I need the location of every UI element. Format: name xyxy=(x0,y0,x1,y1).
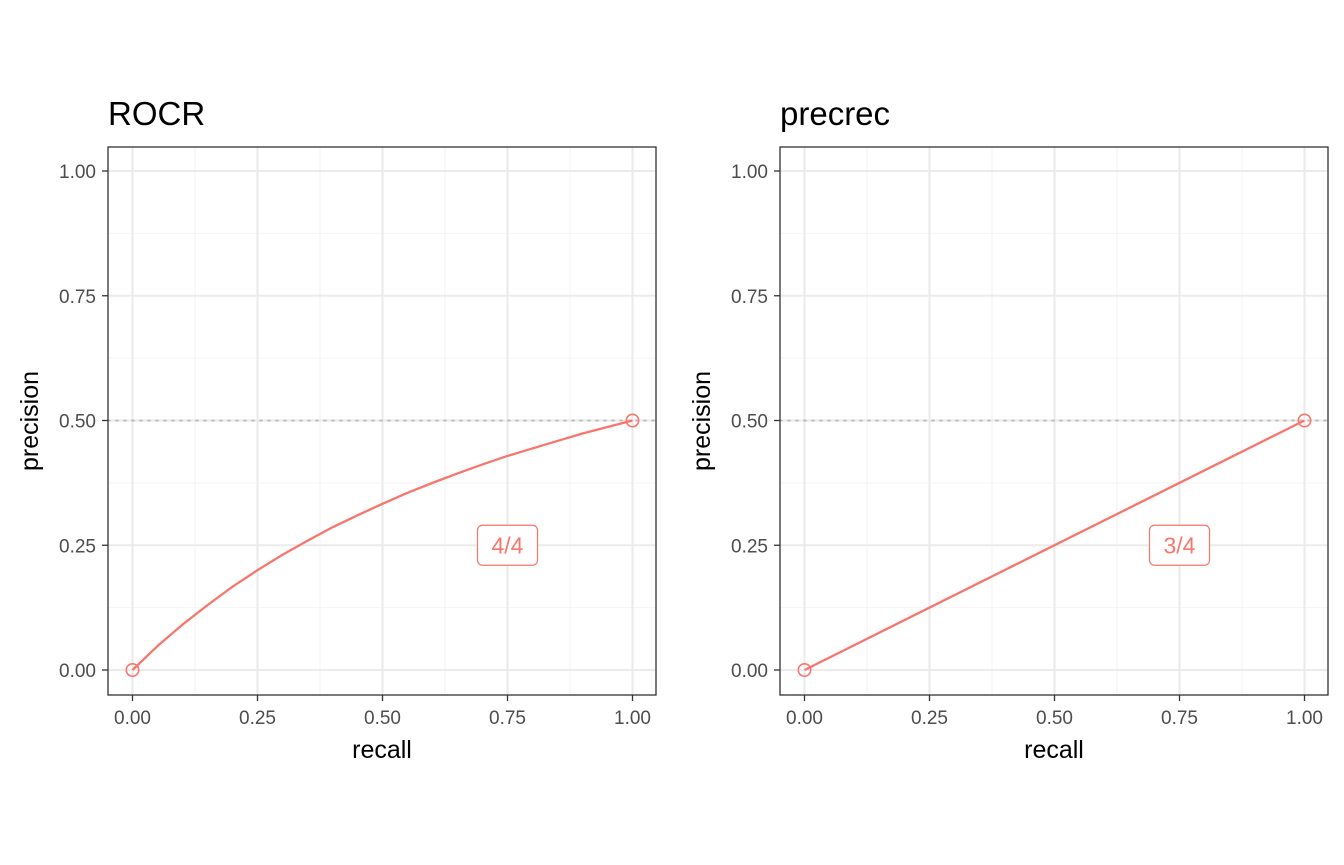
precrec-panel: precrec recall precision 3/4 0.00 0.25 0.50… xyxy=(688,95,1329,764)
x-tick-label: 1.00 xyxy=(614,708,651,729)
annotation-box xyxy=(1148,524,1211,566)
x-tick-label: 0.25 xyxy=(911,708,948,729)
y-tick-label: 1.00 xyxy=(59,162,96,183)
panel-title: precrec xyxy=(780,95,890,132)
series-line xyxy=(803,419,1306,672)
y-axis-title: precision xyxy=(688,371,716,471)
x-tick-label: 0.50 xyxy=(1036,708,1073,729)
annotation-label: 4/4 xyxy=(492,532,524,558)
x-tick-label: 0.25 xyxy=(239,708,276,729)
y-axis-title: precision xyxy=(16,371,44,471)
x-tick-label: 0.75 xyxy=(1161,708,1198,729)
series-line xyxy=(131,419,633,671)
data-point xyxy=(625,413,640,428)
y-tick-label: 0.00 xyxy=(731,661,768,682)
x-axis-title: recall xyxy=(1024,736,1084,764)
y-tick-label: 0.75 xyxy=(59,287,96,308)
x-axis-title: recall xyxy=(352,736,412,764)
x-tick-label: 0.75 xyxy=(489,708,526,729)
data-point xyxy=(125,662,140,677)
panel-title: ROCR xyxy=(108,95,205,132)
annotation-label: 3/4 xyxy=(1164,532,1196,558)
x-tick-label: 0.00 xyxy=(114,708,151,729)
data-point xyxy=(797,662,812,677)
rocr-panel: ROCR recall precision 4/4 0.00 0.25 0.50 0.7… xyxy=(16,95,657,764)
x-tick-label: 1.00 xyxy=(1286,708,1323,729)
data-point xyxy=(1297,413,1312,428)
y-tick-label: 0.50 xyxy=(59,412,96,433)
y-tick-label: 0.25 xyxy=(59,536,96,557)
x-tick-label: 0.50 xyxy=(364,708,401,729)
y-tick-label: 0.25 xyxy=(731,536,768,557)
y-tick-label: 1.00 xyxy=(731,162,768,183)
annotation-box xyxy=(476,524,539,566)
y-tick-label: 0.00 xyxy=(59,661,96,682)
x-tick-label: 0.00 xyxy=(786,708,823,729)
y-tick-label: 0.50 xyxy=(731,412,768,433)
y-tick-label: 0.75 xyxy=(731,287,768,308)
